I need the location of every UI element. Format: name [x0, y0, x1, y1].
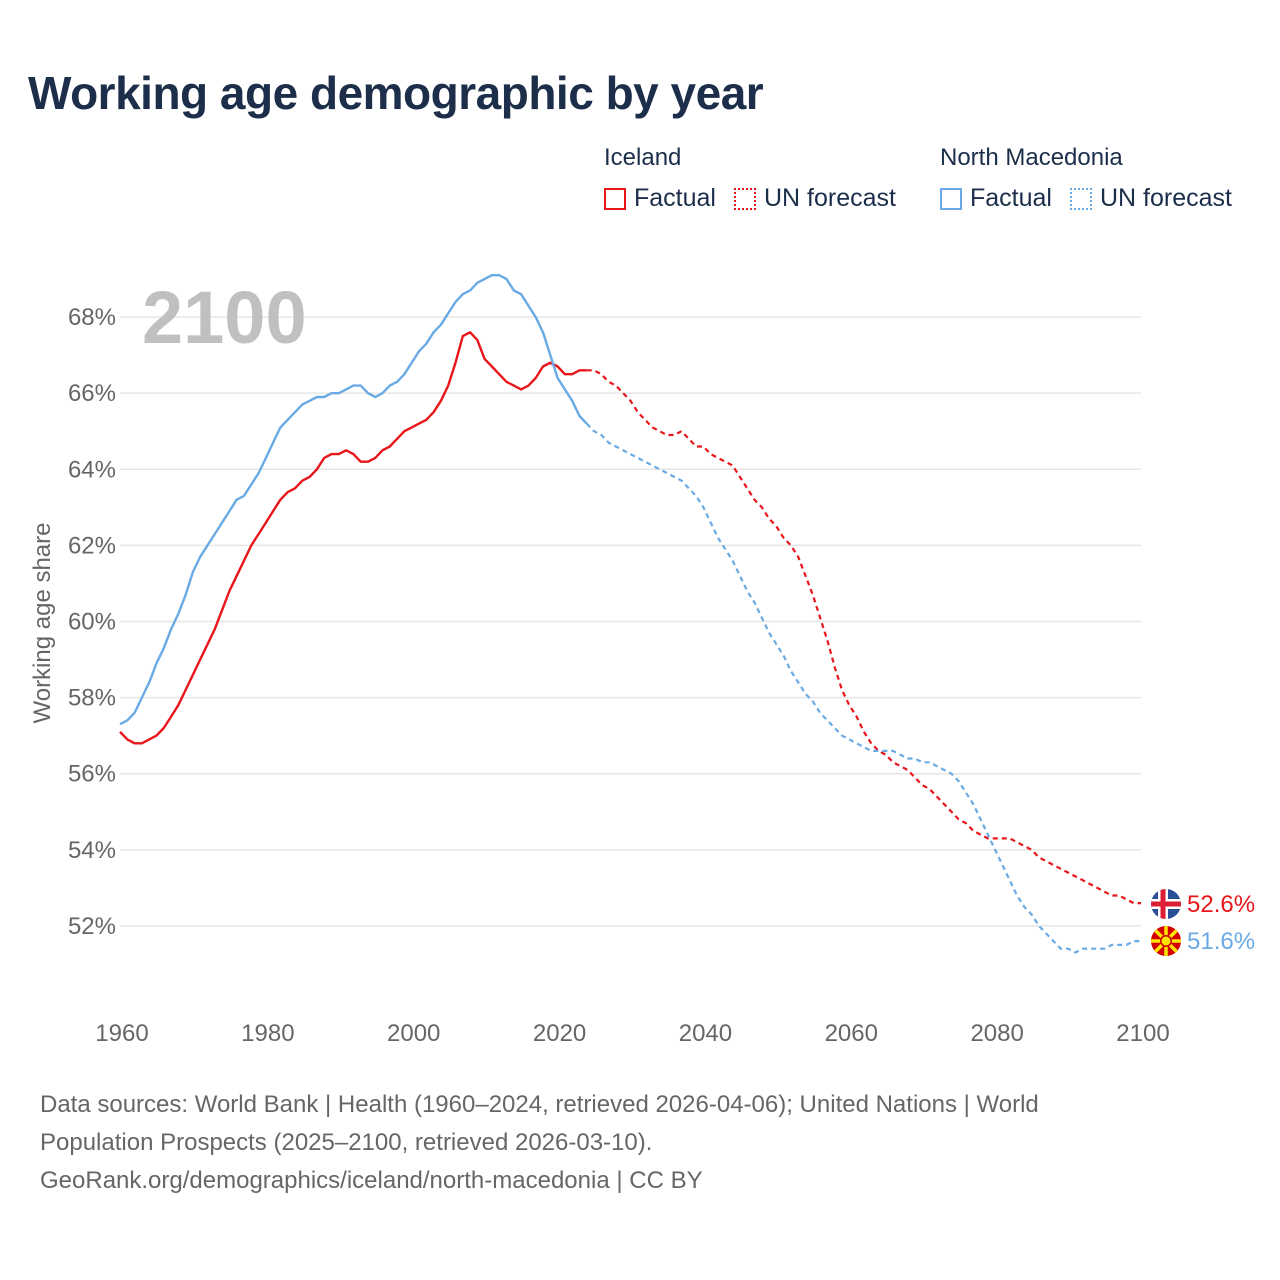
north-macedonia-flag-icon: [1151, 926, 1181, 956]
legend-swatch-solid: [604, 187, 626, 210]
legend-country-name: North Macedonia: [940, 144, 1123, 171]
x-tick-label: 2000: [387, 1020, 440, 1047]
y-tick-label: 68%: [68, 304, 116, 331]
legend-country-name: Iceland: [604, 144, 682, 171]
chart-title: Working age demographic by year: [28, 67, 764, 119]
legend-item-iceland-forecast[interactable]: UN forecast: [733, 184, 896, 213]
y-axis-ticks: 52% 54% 56% 58% 60% 62% 64% 66% 68%: [68, 304, 116, 940]
year-watermark: 2100: [142, 276, 307, 359]
x-tick-label: 2080: [970, 1020, 1023, 1047]
y-tick-label: 54%: [68, 837, 116, 864]
gridlines: [120, 316, 1141, 927]
north-macedonia-factual-line[interactable]: [119, 274, 588, 726]
legend-swatch-dotted: [1069, 187, 1092, 210]
x-tick-label: 1960: [95, 1020, 148, 1047]
y-tick-label: 56%: [68, 761, 116, 788]
legend-item-north-macedonia-factual[interactable]: Factual: [940, 184, 1052, 213]
iceland-end-value-label: 52.6%: [1187, 891, 1255, 918]
chart-canvas: 2100 52% 54% 56% 58% 60% 62% 64% 66% 68% 1960 198…: [29, 274, 1255, 1047]
north-macedonia-end-value-label: 51.6%: [1187, 928, 1255, 955]
x-tick-label: 2060: [825, 1020, 878, 1047]
legend-label: UN forecast: [763, 184, 896, 212]
y-tick-label: 64%: [68, 456, 116, 483]
y-tick-label: 60%: [68, 608, 116, 635]
y-axis-label: Working age share: [29, 523, 56, 724]
x-tick-label: 2020: [533, 1020, 586, 1047]
y-tick-label: 66%: [68, 380, 116, 407]
legend-label: Factual: [634, 184, 716, 212]
north-macedonia-forecast-line[interactable]: [585, 422, 1141, 954]
x-tick-label: 2040: [679, 1020, 732, 1047]
legend-item-north-macedonia-forecast[interactable]: UN forecast: [1069, 184, 1232, 213]
footer-line: Population Prospects (2025–2100, retriev…: [40, 1129, 653, 1156]
legend-item-iceland-factual[interactable]: Factual: [604, 184, 716, 213]
iceland-factual-line[interactable]: [119, 331, 587, 745]
series-lines: [119, 274, 1141, 954]
iceland-flag-icon: [1151, 889, 1181, 919]
legend-group-iceland: Iceland Factual UN forecast: [604, 144, 914, 213]
footer-line[interactable]: GeoRank.org/demographics/iceland/north-m…: [40, 1167, 703, 1194]
y-tick-label: 62%: [68, 532, 116, 559]
iceland-forecast-line[interactable]: [586, 369, 1141, 905]
x-axis-ticks: 1960 1980 2000 2020 2040 2060 2080 2100: [95, 1020, 1169, 1047]
footer-line: Data sources: World Bank | Health (1960–…: [40, 1091, 1039, 1118]
x-tick-label: 2100: [1116, 1020, 1169, 1047]
y-tick-label: 58%: [68, 685, 116, 712]
y-tick-label: 52%: [68, 913, 116, 940]
legend-label: Factual: [970, 184, 1052, 212]
legend-label: UN forecast: [1099, 184, 1232, 212]
legend-group-north-macedonia: North Macedonia Factual UN forecast: [940, 144, 1250, 213]
legend-swatch-dotted: [733, 187, 756, 210]
x-tick-label: 1980: [241, 1020, 294, 1047]
legend-swatch-solid: [940, 187, 962, 210]
footer-sources: Data sources: World Bank | Health (1960–…: [40, 1086, 1220, 1200]
